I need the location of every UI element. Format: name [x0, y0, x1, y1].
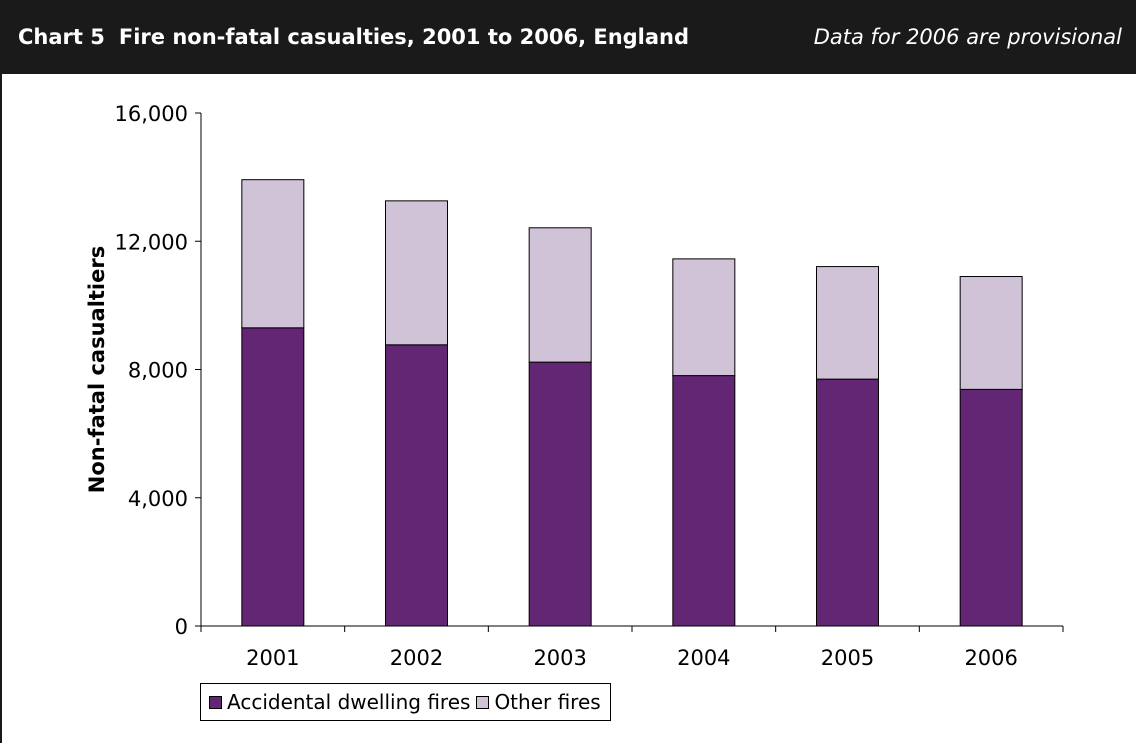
- bar-accidental-dwelling-fires: [816, 378, 879, 627]
- x-tick-label: 2006: [964, 646, 1017, 670]
- legend-swatch-other: [476, 695, 490, 709]
- x-tick-label: 2003: [533, 646, 586, 670]
- legend-label-accidental: Accidental dwelling fires: [227, 690, 471, 714]
- chart-number: Chart 5: [18, 25, 105, 49]
- bar-accidental-dwelling-fires: [385, 344, 448, 627]
- legend: Accidental dwelling fires Other fires: [200, 683, 611, 721]
- bar-accidental-dwelling-fires: [241, 327, 305, 627]
- provisional-note: Data for 2006 are provisional: [813, 25, 1122, 49]
- bar-accidental-dwelling-fires: [672, 375, 736, 627]
- bar-other-fires: [672, 258, 736, 377]
- y-tick-label: 0: [175, 615, 188, 639]
- frame-left-border: [0, 74, 2, 743]
- legend-item-other: Other fires: [476, 690, 601, 714]
- bar-accidental-dwelling-fires: [959, 388, 1023, 627]
- bar-other-fires: [816, 266, 879, 380]
- x-tick-label: 2002: [390, 646, 443, 670]
- x-tick-label: 2001: [246, 646, 299, 670]
- bar-other-fires: [385, 200, 448, 346]
- chart-title: Fire non-fatal casualties, 2001 to 2006,…: [118, 25, 690, 49]
- bar-other-fires: [241, 179, 305, 329]
- bar-accidental-dwelling-fires: [528, 361, 592, 627]
- header-left: Chart 5 Fire non-fatal casualties, 2001 t…: [18, 25, 689, 49]
- y-tick-label: 8,000: [128, 359, 188, 383]
- legend-label-other: Other fires: [494, 690, 601, 714]
- y-tick-label: 12,000: [115, 230, 188, 254]
- x-tick-label: 2004: [677, 646, 730, 670]
- chart-header: Chart 5 Fire non-fatal casualties, 2001 t…: [0, 0, 1136, 74]
- y-tick-label: 16,000: [115, 102, 188, 126]
- legend-item-accidental: Accidental dwelling fires: [209, 690, 470, 714]
- legend-swatch-accidental: [209, 695, 222, 709]
- bar-other-fires: [528, 227, 592, 363]
- x-tick-label: 2005: [821, 646, 874, 670]
- y-tick-label: 4,000: [128, 487, 188, 511]
- bar-other-fires: [959, 276, 1023, 390]
- y-axis-title: Non-fatal casualtiers: [85, 246, 109, 493]
